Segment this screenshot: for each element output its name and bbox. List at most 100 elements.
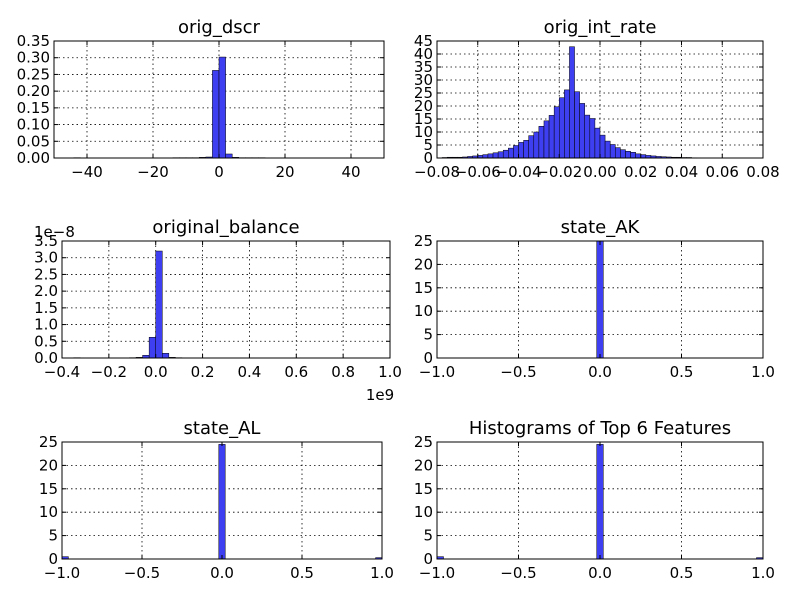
histogram-bar — [503, 150, 508, 158]
histogram-bar — [615, 148, 620, 158]
histogram-bar — [597, 444, 604, 559]
y-tick-label: 0.30 — [17, 49, 50, 67]
y-tick-label: 20 — [39, 456, 58, 474]
x-tick-label: 0.06 — [706, 163, 739, 181]
x-tick-label: 1.0 — [751, 363, 775, 381]
histogram-bar — [625, 151, 630, 158]
histogram-bar — [493, 153, 498, 158]
y-tick-label: 0.10 — [17, 116, 50, 134]
y-tick-label: 10 — [39, 503, 58, 521]
x-tick-label: 0.0 — [210, 564, 234, 582]
histogram-bar — [219, 444, 225, 559]
y-tick-label: 0.0 — [34, 349, 58, 367]
histogram-bar — [590, 118, 595, 158]
histogram-bar — [488, 154, 493, 158]
x-tick-label: −0.5 — [124, 564, 160, 582]
x-tick-label: 0.4 — [237, 363, 261, 381]
histogram-bar — [544, 121, 549, 158]
y-tick-label: 0 — [423, 349, 433, 367]
histogram-bar — [610, 144, 615, 158]
panel-title: orig_int_rate — [544, 17, 657, 38]
y-tick-label: 0.35 — [17, 32, 50, 50]
x-tick-label: 0.08 — [746, 163, 779, 181]
y-tick-label: 1.0 — [34, 316, 58, 334]
y-tick-label: 5 — [48, 527, 58, 545]
x-tick-label: 0.2 — [191, 363, 215, 381]
histogram-bar — [219, 57, 226, 158]
histogram-bar — [519, 142, 524, 158]
y-tick-label: 45 — [414, 32, 433, 50]
y-tick-label: 0.20 — [17, 82, 50, 100]
x-tick-label: −0.5 — [500, 363, 536, 381]
histogram-bar — [156, 251, 163, 358]
x-tick-label: 1.0 — [370, 564, 394, 582]
y-tick-label: 0.25 — [17, 65, 50, 83]
x-tick-label: 0.0 — [588, 564, 612, 582]
histogram-bar — [529, 136, 534, 158]
y-tick-label: 0.15 — [17, 99, 50, 117]
histogram-bar — [569, 47, 574, 158]
x-tick-label: 0.5 — [290, 564, 314, 582]
y-tick-label: 15 — [414, 480, 433, 498]
y-tick-label: 0.00 — [17, 149, 50, 167]
histogram-bar — [580, 103, 585, 158]
y-tick-label: 25 — [414, 433, 433, 451]
histogram-bar — [149, 337, 156, 358]
x-tick-label: 0.02 — [624, 163, 657, 181]
histogram-bar — [539, 126, 544, 158]
y-tick-label: 15 — [414, 279, 433, 297]
histogram-bar — [212, 70, 219, 158]
histogram-bar — [620, 150, 625, 158]
y-tick-label: 10 — [414, 302, 433, 320]
histogram-bar — [605, 141, 610, 158]
x-tick-label: −0.5 — [500, 564, 536, 582]
x-tick-label: 0.0 — [144, 363, 168, 381]
y-tick-label: 0.05 — [17, 132, 50, 150]
histogram-bar — [483, 155, 488, 158]
x-tick-label: 0.5 — [670, 363, 694, 381]
x-tick-label: −40 — [71, 163, 103, 181]
y-tick-label: 25 — [414, 232, 433, 250]
x-tick-label: 40 — [341, 163, 360, 181]
x-tick-label: −0.06 — [455, 163, 501, 181]
histogram-bar — [508, 148, 513, 158]
x-tick-label: 20 — [275, 163, 294, 181]
y-tick-label: 15 — [39, 480, 58, 498]
x-tick-label: 0.00 — [583, 163, 616, 181]
histogram-bar — [600, 135, 605, 158]
y-tick-label: 1.5 — [34, 299, 58, 317]
x-tick-label: 0.6 — [284, 363, 308, 381]
histogram-bar — [162, 353, 169, 358]
histogram-bar — [631, 152, 636, 158]
panel-title: Histograms of Top 6 Features — [469, 418, 731, 439]
y-tick-label: 20 — [414, 456, 433, 474]
x-tick-label: −0.04 — [496, 163, 542, 181]
x-tick-label: 0.0 — [588, 363, 612, 381]
histogram-bar — [498, 152, 503, 158]
y-tick-label: 20 — [414, 255, 433, 273]
histogram-bar — [226, 154, 233, 158]
y-tick-label: 0.5 — [34, 332, 58, 350]
axes-frame — [62, 241, 390, 358]
panel-title: state_AK — [561, 217, 641, 238]
y-tick-label: 2.0 — [34, 282, 58, 300]
y-tick-label: 0 — [423, 550, 433, 568]
y-tick-label: 25 — [39, 433, 58, 451]
y-tick-label: 5 — [423, 326, 433, 344]
histogram-bar — [564, 90, 569, 158]
y-offset-label: 1e−8 — [34, 223, 75, 241]
y-tick-label: 2.5 — [34, 265, 58, 283]
x-tick-label: 0.5 — [670, 564, 694, 582]
x-tick-label: −20 — [137, 163, 169, 181]
histogram-bar — [575, 92, 580, 158]
x-tick-label: 1.0 — [378, 363, 402, 381]
histogram-bar — [524, 140, 529, 158]
